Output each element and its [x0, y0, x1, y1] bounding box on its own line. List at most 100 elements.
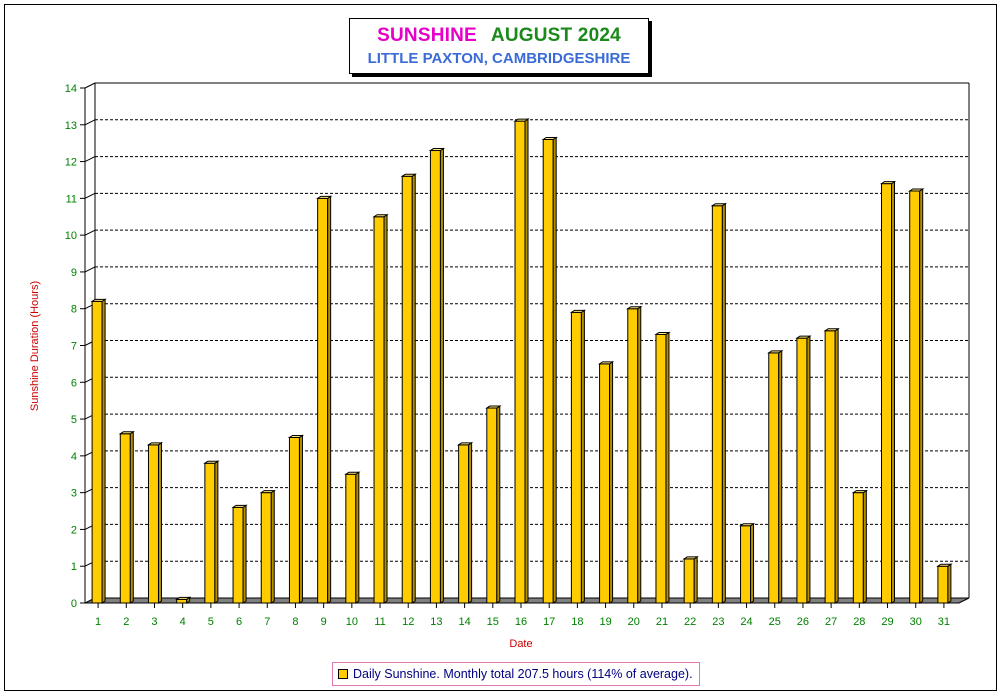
bar-day-14 — [456, 441, 474, 604]
x-tick-label: 2 — [123, 616, 129, 628]
bar-front — [655, 333, 667, 604]
y-tick-label: 10 — [65, 230, 77, 242]
x-tick-label: 18 — [571, 616, 583, 628]
x-tick-label: 28 — [853, 616, 865, 628]
bar-side — [214, 460, 219, 604]
bar-day-26 — [795, 335, 812, 604]
bar-top — [203, 460, 220, 464]
bar-front — [796, 337, 808, 604]
bar-side — [157, 441, 162, 604]
bar-day-7 — [259, 489, 276, 604]
x-tick-label: 5 — [208, 616, 214, 628]
bar-day-17 — [541, 136, 558, 604]
x-tick-label: 22 — [684, 616, 696, 628]
bar-day-12 — [400, 173, 417, 604]
bar-front — [740, 525, 752, 604]
bar-front — [260, 492, 272, 604]
bar-front — [401, 175, 413, 604]
x-axis-label: Date — [509, 638, 532, 650]
bar-day-10 — [344, 471, 361, 604]
grid-line-side — [84, 192, 96, 199]
bar-front — [514, 120, 526, 604]
bar-top — [738, 523, 756, 527]
bar-front — [345, 473, 357, 604]
y-tick-label: 7 — [71, 341, 77, 353]
grid-line-side — [84, 156, 96, 163]
chart-title-period: AUGUST 2024 — [490, 25, 621, 46]
grid-line-side — [84, 119, 96, 126]
bar-front — [711, 205, 723, 604]
x-tick-label: 19 — [599, 616, 611, 628]
x-tick-label: 17 — [543, 616, 555, 628]
bar-front — [288, 436, 300, 604]
bar-side — [609, 360, 614, 604]
bar-front — [824, 330, 836, 604]
bar-day-30 — [908, 188, 925, 604]
bar-side — [383, 213, 388, 604]
bar-side — [806, 335, 811, 604]
bars — [90, 118, 953, 604]
bar-side — [580, 309, 585, 604]
bar-top — [400, 173, 417, 177]
legend-swatch — [338, 669, 348, 679]
bar-day-8 — [287, 434, 305, 604]
bar-top — [175, 596, 192, 600]
bar-front — [91, 300, 103, 604]
y-tick-label: 2 — [71, 524, 77, 536]
bar-front — [627, 308, 639, 604]
bar-day-3 — [146, 441, 164, 604]
bar-side — [834, 327, 839, 604]
bar-top — [767, 350, 784, 354]
bar-side — [496, 405, 501, 604]
x-tick-label: 27 — [825, 616, 837, 628]
bar-side — [439, 147, 444, 604]
bar-day-28 — [851, 489, 868, 604]
bar-front — [937, 565, 949, 604]
x-tick-label: 8 — [292, 616, 298, 628]
y-tick-label: 8 — [71, 304, 77, 316]
chart-title-box: SUNSHINE AUGUST 2024 LITTLE PAXTON, CAMBR… — [349, 18, 649, 74]
bar-day-29 — [879, 180, 897, 604]
x-tick-label: 10 — [346, 616, 358, 628]
y-tick-label: 14 — [65, 83, 77, 95]
bar-day-11 — [372, 213, 389, 604]
bar-top — [231, 504, 248, 508]
bar-day-21 — [654, 331, 671, 604]
y-tick-label: 1 — [71, 561, 77, 573]
bar-top — [259, 490, 276, 494]
bar-day-19 — [597, 360, 615, 604]
bar-side — [778, 349, 783, 604]
bar-front — [909, 190, 921, 604]
bar-top — [936, 563, 953, 567]
bar-side — [665, 331, 670, 604]
bar-day-9 — [315, 195, 333, 604]
bar-day-25 — [767, 349, 784, 604]
bar-side — [862, 489, 867, 604]
x-tick-label: 21 — [656, 616, 668, 628]
bar-top — [597, 361, 615, 365]
bar-day-16 — [513, 118, 530, 604]
bar-side — [411, 173, 416, 604]
bar-day-5 — [203, 460, 220, 604]
x-tick-label: 11 — [374, 616, 385, 628]
y-tick-label: 12 — [65, 157, 77, 169]
bar-day-23 — [710, 202, 728, 604]
bar-side — [270, 489, 275, 604]
bar-front — [683, 558, 695, 604]
bar-top — [569, 309, 587, 313]
x-tick-label: 20 — [628, 616, 640, 628]
bar-side — [552, 136, 557, 604]
bar-top — [823, 328, 840, 332]
bar-front — [852, 492, 864, 604]
bar-side — [355, 471, 360, 604]
bar-day-27 — [823, 327, 840, 604]
bar-top — [146, 442, 164, 446]
bar-side — [919, 188, 924, 604]
bar-front — [176, 598, 188, 604]
bar-top — [372, 214, 389, 218]
bar-front — [881, 183, 893, 604]
bar-side — [129, 430, 134, 604]
y-tick-label: 3 — [71, 488, 77, 500]
legend-label: Daily Sunshine. Monthly total 207.5 hour… — [353, 667, 693, 681]
